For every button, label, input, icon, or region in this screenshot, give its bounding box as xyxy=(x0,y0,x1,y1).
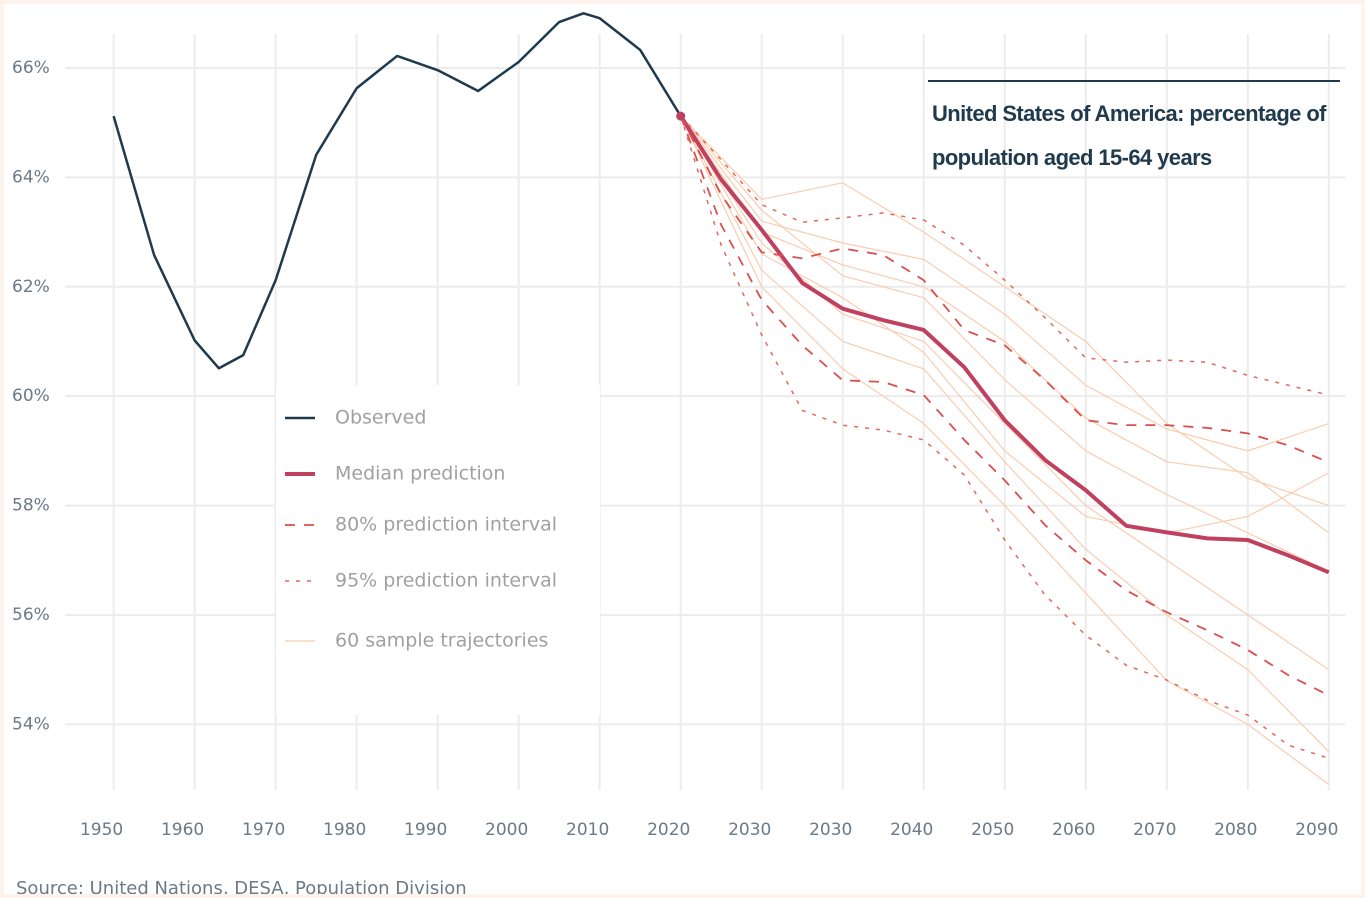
x-tick-label: 2010 xyxy=(566,820,609,840)
legend: Observed Median prediction 80% prediction … xyxy=(276,385,600,715)
sample-trajectory xyxy=(680,115,1330,572)
y-tick-label: 54% xyxy=(12,714,50,734)
x-tick-label: 2040 xyxy=(890,820,933,840)
x-tick-label: 2070 xyxy=(1133,820,1176,840)
y-tick-label: 66% xyxy=(12,58,50,78)
x-tick-label: 1990 xyxy=(404,820,447,840)
y-tick-label: 58% xyxy=(12,496,50,516)
x-tick-label: 1960 xyxy=(161,820,204,840)
x-tick-label: 2020 xyxy=(647,820,690,840)
sample-trajectory xyxy=(680,115,1330,753)
series-line xyxy=(112,12,682,370)
legend-label: 95% prediction interval xyxy=(335,570,557,592)
x-tick-label: 2090 xyxy=(1295,820,1338,840)
series-line xyxy=(680,115,1329,396)
x-tick-label: 1980 xyxy=(323,820,366,840)
chart-title: United States of America: percentage of … xyxy=(932,101,1326,170)
y-tick-label: 64% xyxy=(12,167,50,187)
source-note: Source: United Nations, DESA, Population… xyxy=(16,878,467,898)
legend-label: Median prediction xyxy=(335,463,505,485)
legend-label: 80% prediction interval xyxy=(335,514,557,536)
junction-point xyxy=(676,111,686,121)
y-tick-label: 56% xyxy=(12,605,50,625)
legend-box xyxy=(276,385,600,715)
x-tick-label: 1950 xyxy=(80,820,123,840)
legend-label: 60 sample trajectories xyxy=(335,630,548,652)
series-line xyxy=(679,115,1330,575)
sample-trajectory xyxy=(680,115,1330,786)
y-tick-label: 62% xyxy=(12,277,50,297)
x-tick-label: 2030 xyxy=(728,820,771,840)
x-tick-label: 2060 xyxy=(1052,820,1095,840)
sample-trajectory xyxy=(680,115,1330,534)
y-tick-label: 60% xyxy=(12,386,50,406)
series-line xyxy=(679,115,1330,697)
x-tick-label: 2050 xyxy=(971,820,1014,840)
x-tick-label: 2000 xyxy=(485,820,528,840)
sample-trajectory xyxy=(680,115,1329,507)
series-line xyxy=(679,115,1330,464)
sample-trajectory xyxy=(680,115,1329,452)
series-line xyxy=(679,115,1330,759)
x-tick-label: 2080 xyxy=(1214,820,1257,840)
legend-label: Observed xyxy=(335,407,426,429)
x-tick-label: 2030 xyxy=(809,820,852,840)
x-tick-label: 1970 xyxy=(242,820,285,840)
chart: 54% 56% 58% 60% 62% 64% 66% 1950 1960 1970 1980 199… xyxy=(12,12,1345,840)
